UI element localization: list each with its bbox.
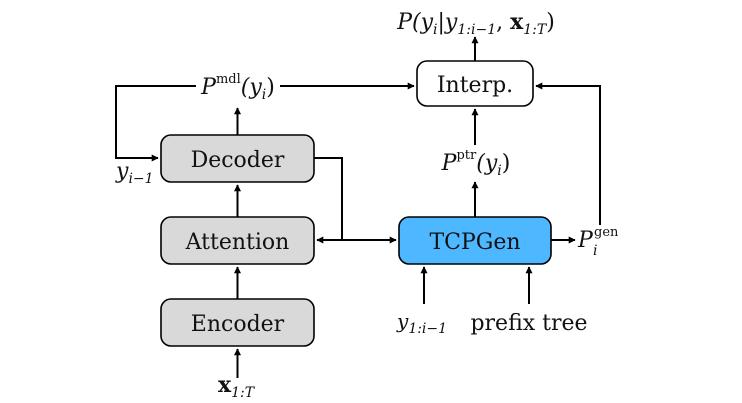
- decoder-box: Decoder: [161, 135, 314, 182]
- pptr-label: Pptr(yi): [441, 148, 511, 179]
- tcpgen-box: TCPGen: [399, 217, 551, 264]
- tcpgen-label: TCPGen: [429, 230, 520, 255]
- prefix-tree-label: prefix tree: [470, 311, 587, 336]
- pmdl-label: Pmdl(yi): [200, 72, 275, 103]
- output-probability-label: P(yi|y1:i−1, x1:T): [396, 9, 555, 38]
- yhistory-label: y1:i−1: [396, 309, 447, 337]
- line-decoder-to-branch: [314, 158, 342, 240]
- encoder-label: Encoder: [191, 312, 285, 337]
- encoder-box: Encoder: [161, 299, 314, 346]
- pgen-label: P: [577, 228, 594, 253]
- interp-box: Interp.: [417, 61, 533, 106]
- attention-label: Attention: [185, 230, 290, 255]
- arrow-pgen-to-interp: [536, 86, 600, 225]
- attention-box: Attention: [161, 217, 314, 264]
- pgen-sup-label: gen: [594, 225, 619, 240]
- interp-label: Interp.: [437, 73, 513, 98]
- decoder-label: Decoder: [191, 148, 285, 173]
- pgen-sub-label: i: [593, 243, 597, 259]
- yprev-label: yi−1: [115, 159, 154, 187]
